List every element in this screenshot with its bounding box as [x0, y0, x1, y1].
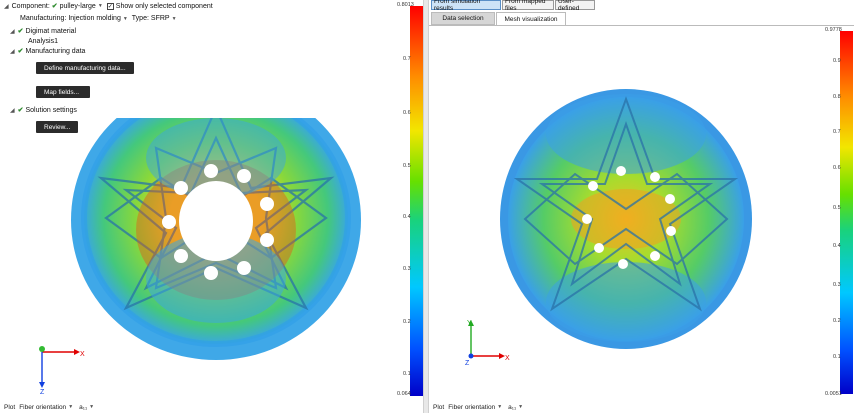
review-button[interactable]: Review...	[36, 121, 78, 133]
chevron-down-icon: ▼	[518, 404, 524, 410]
mesh-viewport-right[interactable]	[495, 84, 757, 354]
axes-triad-right: X Y Z	[465, 320, 510, 366]
colorbar-max: 0.9778	[825, 27, 842, 33]
plot-component-dropdown[interactable]: a₁₁ ▼	[79, 404, 94, 411]
axis-z-label: Z	[465, 360, 470, 366]
left-pane: ◢ Component: ✔ pulley-large ▼ ✓ Show onl…	[0, 0, 424, 413]
plot-component-value: a₁₁	[508, 403, 517, 411]
chevron-down-icon: ▼	[122, 15, 128, 22]
colorbar-min: 0.064	[397, 391, 411, 397]
tab-data-selection[interactable]: Data selection	[431, 12, 495, 25]
tree-item-digimat-material[interactable]: ◢ ✔ Digimat material	[10, 27, 77, 36]
chevron-down-icon: ▼	[497, 404, 503, 410]
cool-zone-bottom	[546, 262, 706, 342]
axes-triad-left: X Z	[39, 346, 85, 394]
colorbar-min: 0.0051	[825, 391, 842, 397]
check-icon: ✔	[17, 48, 24, 55]
colorbar-tick: 0.5	[833, 205, 841, 211]
check-icon: ✔	[17, 28, 24, 35]
cool-zone-top	[146, 118, 286, 198]
bolt-holes	[582, 166, 676, 269]
type-value: SFRP	[150, 15, 170, 22]
plot-label: Plot	[433, 403, 445, 411]
collapse-icon[interactable]: ◢	[4, 3, 9, 10]
colorbar-tick: 0.4	[833, 243, 841, 249]
type-dropdown[interactable]: SFRP ▼	[151, 15, 177, 22]
show-selected-label: Show only selected component	[115, 2, 213, 10]
right-pane: From simulation results From mapped file…	[428, 0, 854, 413]
bolt-holes	[162, 164, 274, 280]
check-icon: ✔	[51, 3, 58, 10]
colorbar-tick: 0.3	[403, 266, 411, 272]
colorbar-tick: 0.9	[833, 58, 841, 64]
define-manufacturing-data-button[interactable]: Define manufacturing data...	[36, 62, 134, 74]
manufacturing-value: Injection molding	[68, 15, 121, 22]
component-dropdown[interactable]: ✔ pulley-large ▼	[51, 2, 103, 11]
tab-mesh-visualization[interactable]: Mesh visualization	[496, 12, 566, 25]
colorbar-tick: 0.8	[833, 94, 841, 100]
chevron-down-icon: ▼	[97, 3, 103, 9]
axis-y-label: Y	[467, 320, 472, 327]
tree-label: Solution settings	[25, 106, 77, 114]
tree-label: Digimat material	[25, 27, 77, 35]
colorbar-tick: 0.7	[403, 56, 411, 62]
expand-arrow-icon[interactable]: ◢	[10, 28, 15, 35]
colorbar-right	[840, 31, 853, 394]
component-label: Component:	[11, 2, 50, 10]
tree-item-manufacturing-data[interactable]: ◢ ✔ Manufacturing data	[10, 47, 86, 56]
chevron-down-icon: ▼	[89, 404, 95, 410]
plot-bar-right: Plot Fiber orientation ▼ a₁₁ ▼	[433, 401, 523, 413]
plot-field-dropdown[interactable]: Fiber orientation ▼	[448, 404, 502, 411]
colorbar-tick: 0.3	[833, 282, 841, 288]
manufacturing-label: Manufacturing:	[20, 15, 67, 22]
chevron-down-icon: ▼	[171, 15, 177, 22]
cool-zone-top	[546, 94, 706, 174]
tree-label: Analysis1	[28, 38, 58, 45]
tree-item-solution-settings[interactable]: ◢ ✔ Solution settings	[10, 106, 77, 115]
colorbar-tick: 0.7	[833, 129, 841, 135]
colorbar-max: 0.8013	[397, 2, 414, 8]
plot-field-dropdown[interactable]: Fiber orientation ▼	[19, 404, 73, 411]
hot-zone	[571, 189, 681, 249]
tree-item-analysis[interactable]: Analysis1	[28, 38, 58, 45]
tab-user-defined[interactable]: User-defined	[555, 0, 595, 12]
colorbar-tick: 0.6	[833, 165, 841, 171]
expand-arrow-icon[interactable]: ◢	[10, 48, 15, 55]
colorbar-tick: 0.2	[833, 318, 841, 324]
map-fields-button[interactable]: Map fields...	[36, 86, 90, 98]
disc-edge	[81, 118, 351, 347]
axis-x-label: X	[505, 355, 510, 362]
colorbar-tick: 0.4	[403, 214, 411, 220]
expand-arrow-icon[interactable]: ◢	[10, 107, 15, 114]
center-bore	[179, 181, 253, 261]
component-row: ◢ Component: ✔ pulley-large ▼ ✓ Show onl…	[4, 2, 213, 10]
show-selected-checkbox[interactable]: ✓	[106, 2, 114, 10]
type-label: Type:	[131, 15, 149, 22]
tab-from-mapped-files[interactable]: From mapped files	[502, 0, 554, 12]
plot-bar-left: Plot Fiber orientation ▼ a₁₁ ▼	[4, 401, 94, 413]
tree-label: Manufacturing data	[25, 47, 86, 55]
colorbar-tick: 0.2	[403, 319, 411, 325]
check-icon: ✔	[17, 107, 24, 114]
pane-splitter[interactable]	[424, 0, 428, 413]
manufacturing-row: Manufacturing: Injection molding ▼ Type:…	[20, 15, 177, 22]
plot-field-value: Fiber orientation	[19, 403, 67, 411]
manufacturing-dropdown[interactable]: Injection molding ▼	[68, 15, 127, 22]
component-value: pulley-large	[59, 2, 96, 10]
tab-from-simulation-results[interactable]: From simulation results	[431, 0, 501, 12]
colorbar-left	[410, 6, 423, 396]
plot-field-value: Fiber orientation	[448, 403, 496, 411]
plot-component-value: a₁₁	[79, 403, 88, 411]
colorbar-tick: 0.5	[403, 163, 411, 169]
axis-z-label: Z	[40, 389, 45, 394]
tab-divider	[429, 25, 854, 26]
colorbar-tick: 0.1	[403, 371, 411, 377]
colorbar-tick: 0.1	[833, 354, 841, 360]
plot-component-dropdown[interactable]: a₁₁ ▼	[508, 404, 523, 411]
chevron-down-icon: ▼	[68, 404, 74, 410]
colorbar-tick: 0.6	[403, 110, 411, 116]
plot-label: Plot	[4, 403, 16, 411]
mesh-viewport-left[interactable]	[66, 118, 366, 370]
axis-x-label: X	[80, 351, 85, 358]
